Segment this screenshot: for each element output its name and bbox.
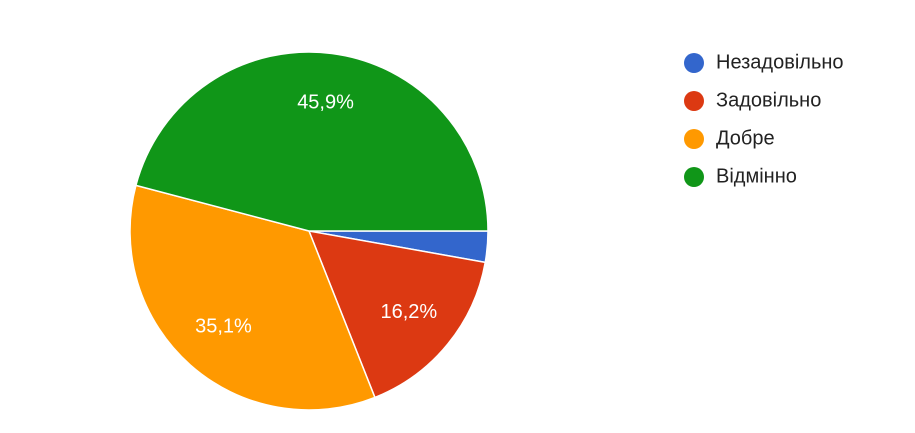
legend-marker: [684, 91, 704, 111]
legend-label: Добре: [716, 127, 775, 149]
pie-slice: [134, 51, 489, 232]
legend-marker: [684, 167, 704, 187]
legend-marker: [684, 129, 704, 149]
pie-slice: [307, 230, 487, 399]
pie-slice: [129, 184, 376, 411]
legend-label: Незадовільно: [716, 51, 844, 73]
legend-label: Задовільно: [716, 89, 821, 111]
legend-marker: [684, 53, 704, 73]
slice-label: 35,1%: [195, 316, 252, 338]
slice-label: 16,2%: [380, 301, 437, 323]
legend-label: Відмінно: [716, 165, 797, 187]
slice-label: 45,9%: [297, 91, 354, 113]
